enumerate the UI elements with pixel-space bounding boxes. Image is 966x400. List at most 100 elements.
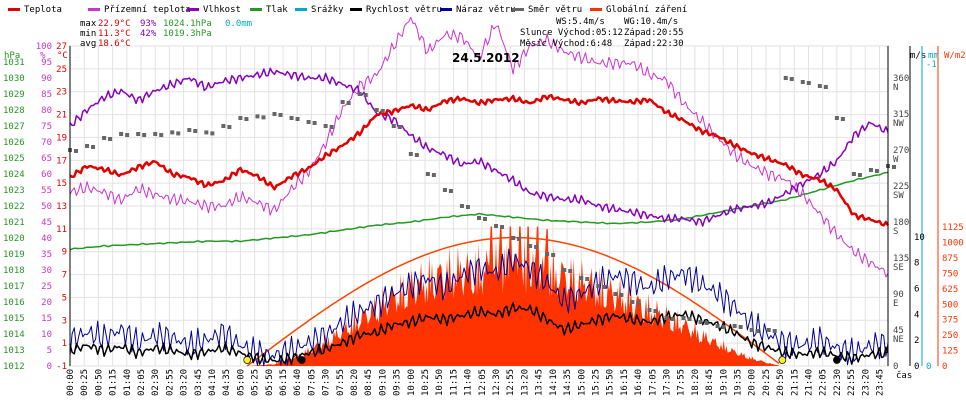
axis-tick-time: 16:15 bbox=[620, 369, 630, 396]
axis-tick-time: 02:05 bbox=[137, 369, 147, 396]
wind-dir-point bbox=[142, 133, 147, 137]
wind-dir-point bbox=[579, 276, 584, 280]
axis-tick-pct: 25 bbox=[41, 282, 52, 292]
axis-tick-time: 19:35 bbox=[733, 369, 743, 396]
wind-dir-point bbox=[817, 84, 822, 88]
axis-tick-dir: E bbox=[893, 299, 898, 309]
stat-value: 42% bbox=[140, 29, 157, 39]
axis-tick-hpa: 1014 bbox=[3, 330, 25, 340]
wind-dir-point bbox=[562, 268, 567, 272]
axis-tick-pct: 40 bbox=[41, 234, 52, 244]
axis-tick-dir: S bbox=[893, 227, 898, 237]
axis-tick-dir: 270 bbox=[893, 146, 909, 156]
wind-dir-point bbox=[551, 253, 556, 257]
stat-value: 0.0mm bbox=[225, 19, 252, 29]
wind-dir-point bbox=[374, 108, 379, 112]
axis-tick-dir: 135 bbox=[893, 254, 909, 264]
wind-dir-point bbox=[755, 329, 760, 333]
wind-dir-point bbox=[346, 101, 351, 105]
legend-label: Rychlost větru bbox=[366, 5, 442, 15]
wind-dir-point bbox=[619, 293, 624, 297]
axis-tick-time: 11:40 bbox=[464, 369, 474, 396]
axis-tick-time: 00:50 bbox=[94, 369, 104, 396]
axis-tick-hpa: 1030 bbox=[3, 74, 25, 84]
wind-dir-point bbox=[681, 316, 686, 320]
axis-tick-time: 22:55 bbox=[847, 369, 857, 396]
axis-tick-pct: 70 bbox=[41, 138, 52, 148]
axis-tick-time: 14:10 bbox=[549, 369, 559, 396]
wind-dir-point bbox=[687, 317, 692, 321]
info-sun-set: Západ:20:55 bbox=[624, 28, 684, 38]
axis-tick-wm2: 1125 bbox=[942, 223, 964, 233]
chart-title: 24.5.2012 bbox=[452, 51, 520, 65]
wind-dir-point bbox=[261, 115, 266, 120]
axis-tick-pct: 15 bbox=[41, 314, 52, 324]
axis-unit-degc: °C bbox=[57, 51, 68, 61]
info-wg: WG:10.4m/s bbox=[624, 17, 678, 27]
axis-tick-pct: 45 bbox=[41, 218, 52, 228]
wind-dir-point bbox=[534, 245, 539, 249]
axis-tick-ms: 6 bbox=[914, 285, 919, 295]
axis-tick-hpa: 1023 bbox=[3, 186, 25, 196]
wind-dir-point bbox=[255, 114, 260, 119]
axis-tick-time: 12:55 bbox=[506, 369, 516, 396]
wind-dir-point bbox=[340, 100, 345, 104]
axis-unit-mm: mm bbox=[928, 51, 939, 61]
axis-tick-degc: 15 bbox=[56, 179, 67, 189]
axis-tick-ms: 4 bbox=[914, 310, 919, 320]
axis-tick-ms: 0 bbox=[914, 362, 919, 372]
axis-tick-time: 21:15 bbox=[790, 369, 800, 396]
wind-dir-point bbox=[823, 85, 828, 89]
axis-tick-dir: 315 bbox=[893, 110, 909, 120]
axis-tick-pct: 90 bbox=[41, 74, 52, 84]
wind-dir-point bbox=[732, 324, 737, 328]
wind-dir-point bbox=[448, 189, 453, 193]
axis-unit-hpa: hPa bbox=[4, 51, 20, 61]
wind-dir-point bbox=[568, 269, 573, 273]
wind-dir-point bbox=[528, 244, 533, 248]
wind-dir-point bbox=[636, 301, 641, 305]
wind-dir-point bbox=[517, 237, 522, 241]
axis-tick-ms: 10 bbox=[914, 233, 925, 243]
wind-dir-point bbox=[483, 217, 487, 221]
axis-tick-pct: 55 bbox=[41, 186, 52, 196]
axis-tick-wm2: 500 bbox=[942, 300, 958, 310]
axis-tick-dir: N bbox=[893, 83, 898, 93]
axis-tick-degc: 27 bbox=[56, 42, 67, 52]
info-moon-set: Západ:22:30 bbox=[624, 39, 684, 49]
wind-dir-point bbox=[323, 124, 328, 128]
stat-label: min bbox=[80, 29, 96, 39]
axis-tick-time: 09:35 bbox=[393, 369, 403, 396]
axis-tick-wm2: 625 bbox=[942, 285, 958, 295]
axis-tick-pct: 30 bbox=[41, 266, 52, 276]
axis-tick-pct: 100 bbox=[36, 42, 52, 52]
wind-dir-point bbox=[204, 130, 209, 135]
axis-tick-time: 06:15 bbox=[279, 369, 289, 396]
wind-dir-point bbox=[289, 116, 294, 120]
series-line-Náraz větru bbox=[69, 248, 889, 367]
axis-tick-time: 17:55 bbox=[677, 369, 687, 396]
wind-dir-point bbox=[806, 81, 811, 85]
axis-tick-time: 16:40 bbox=[634, 369, 644, 396]
axis-unit-wm2: W/m2 bbox=[944, 51, 966, 61]
astro-marker bbox=[297, 356, 306, 364]
axis-tick-wm2: 750 bbox=[942, 269, 958, 279]
wind-dir-point bbox=[74, 149, 78, 153]
stat-label: avg bbox=[80, 39, 96, 49]
wind-dir-point bbox=[431, 173, 436, 177]
wind-dir-point bbox=[511, 236, 516, 240]
info-ws: WS:5.4m/s bbox=[556, 17, 605, 27]
axis-tick-wm2: 0 bbox=[942, 362, 947, 372]
axis-tick-time: 08:45 bbox=[364, 369, 374, 396]
astro-marker bbox=[243, 356, 252, 364]
axis-tick-hpa: 1018 bbox=[3, 266, 25, 276]
axis-tick-time: 10:25 bbox=[421, 369, 431, 396]
axis-tick-time: 07:30 bbox=[322, 369, 332, 396]
axis-tick-time: 02:30 bbox=[151, 369, 161, 396]
axis-tick-degc: 23 bbox=[56, 88, 67, 98]
axis-tick-time: 10:50 bbox=[435, 369, 445, 396]
axis-tick-ms: 2 bbox=[914, 336, 919, 346]
wind-dir-point bbox=[630, 300, 635, 304]
axis-tick-time: 20:50 bbox=[776, 369, 786, 396]
